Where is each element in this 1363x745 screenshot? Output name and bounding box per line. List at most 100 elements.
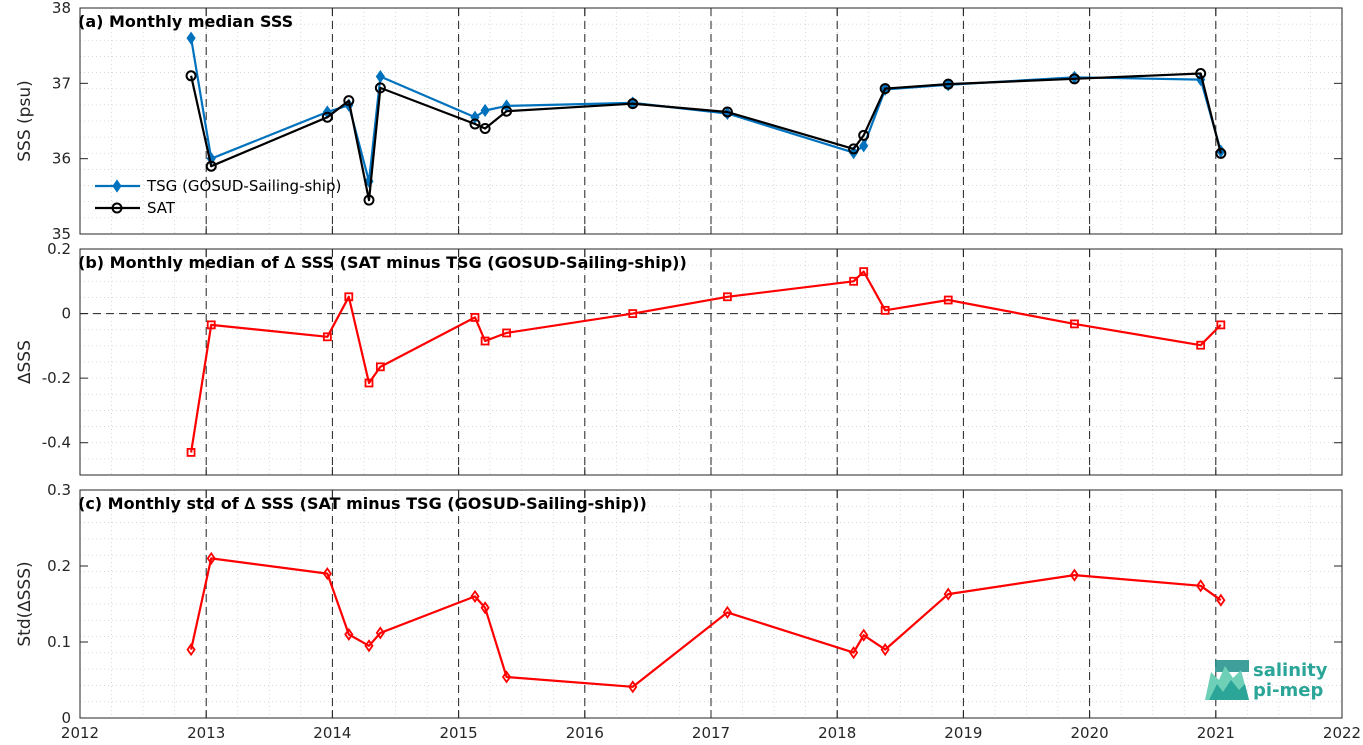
legend-label: TSG (GOSUD-Sailing-ship) <box>146 177 341 195</box>
data-point <box>849 646 859 660</box>
data-point <box>942 78 954 90</box>
data-point <box>628 680 638 694</box>
data-point <box>501 670 512 684</box>
logo-line1: salinity <box>1253 660 1328 681</box>
data-point <box>343 95 355 107</box>
series-line-delta <box>190 270 1222 453</box>
x-tick-label: 2016 <box>566 724 604 742</box>
data-point <box>375 626 385 640</box>
x-tick-label: 2020 <box>1071 724 1109 742</box>
data-point <box>943 587 953 601</box>
data-point <box>375 69 385 84</box>
data-point <box>480 336 490 346</box>
panel-title: (c) Monthly std of ∆ SSS (SAT minus TSG … <box>78 494 647 513</box>
data-point <box>880 643 890 657</box>
x-tick-label: 2018 <box>818 724 856 742</box>
data-point <box>859 139 869 153</box>
panel-c-std-delta-sss: 0 0.1 0.2 0.3 2012 2013 2014 2015 2016 2017 2018 20… <box>15 481 1361 742</box>
data-point <box>723 292 732 302</box>
data-point <box>363 194 375 206</box>
data-point <box>1216 320 1226 330</box>
data-point <box>879 83 891 95</box>
panel-a-monthly-median-sss: 35 36 37 38 SSS (psu) (a) Monthly median SSS T… <box>15 0 1343 243</box>
data-point <box>480 601 490 615</box>
y-tick-label: 0.1 <box>47 633 71 651</box>
data-point <box>627 98 639 110</box>
series-line-delta <box>190 557 1222 688</box>
data-point <box>374 82 386 94</box>
panel-b-median-delta-sss: -0.4 -0.2 0 0.2 ∆SSS (b) Monthly median of ∆ … <box>15 240 1343 476</box>
y-tick-label: 0.3 <box>47 481 71 499</box>
data-point <box>205 160 217 172</box>
y-axis-label: SSS (psu) <box>15 80 35 161</box>
data-point <box>322 567 332 581</box>
data-point <box>501 105 513 117</box>
y-tick-label: 0.2 <box>47 557 71 575</box>
y-axis-label: Std(∆SSS) <box>15 561 35 646</box>
data-point <box>502 328 511 338</box>
panel-title: (b) Monthly median of ∆ SSS (SAT minus T… <box>78 253 687 272</box>
data-point <box>1068 73 1080 85</box>
data-point <box>943 295 953 305</box>
y-tick-label: 38 <box>52 0 71 17</box>
data-point <box>1196 340 1206 350</box>
x-tick-label: 2012 <box>61 724 99 742</box>
series-line-sat <box>190 72 1222 202</box>
data-point <box>880 305 890 315</box>
data-point <box>469 118 481 130</box>
data-point <box>1069 568 1080 582</box>
y-tick-label: 35 <box>52 225 71 243</box>
data-point <box>364 378 374 388</box>
y-tick-label: 0 <box>61 709 71 727</box>
x-tick-label: 2013 <box>187 724 225 742</box>
data-point <box>480 103 490 118</box>
x-tick-label: 2019 <box>944 724 982 742</box>
salinity-pi-mep-logo: salinity pi-mep <box>1205 660 1328 701</box>
data-point <box>1196 579 1206 593</box>
logo-line2: pi-mep <box>1253 680 1323 701</box>
x-tick-label: 2021 <box>1197 724 1235 742</box>
x-tick-label: 2014 <box>313 724 351 742</box>
legend-label: SAT <box>147 199 176 217</box>
data-point <box>186 31 196 45</box>
data-point <box>1070 319 1079 329</box>
y-tick-label: -0.2 <box>42 369 71 387</box>
data-point <box>722 605 733 619</box>
panel-title: (a) Monthly median SSS <box>78 12 293 31</box>
data-point <box>628 309 638 318</box>
data-point <box>1195 68 1207 80</box>
x-tick-label: 2022 <box>1323 724 1361 742</box>
data-point <box>1216 593 1226 607</box>
x-tick-label: 2017 <box>692 724 730 742</box>
data-point <box>185 70 197 82</box>
legend-marker <box>111 202 123 214</box>
y-tick-label: 36 <box>52 150 71 168</box>
y-axis-label: ∆SSS <box>15 340 35 385</box>
data-point <box>470 313 480 322</box>
data-point <box>364 639 374 653</box>
x-tick-label: 2015 <box>440 724 478 742</box>
data-point <box>858 129 870 141</box>
y-tick-label: -0.4 <box>42 434 71 452</box>
data-point <box>206 551 216 565</box>
legend-marker <box>112 179 122 193</box>
data-point <box>1215 147 1227 159</box>
data-point <box>186 447 196 457</box>
data-point <box>206 320 216 330</box>
data-point <box>859 267 869 277</box>
data-point <box>186 643 196 657</box>
data-point <box>859 628 869 642</box>
data-point <box>721 106 733 118</box>
data-point <box>470 589 480 603</box>
y-tick-label: 0 <box>61 305 71 323</box>
data-point <box>321 111 333 123</box>
y-tick-label: 37 <box>52 74 71 92</box>
data-point <box>344 627 354 641</box>
data-point <box>375 362 385 372</box>
data-point <box>849 276 859 286</box>
data-point <box>322 332 332 342</box>
data-point <box>344 292 354 302</box>
data-point <box>479 123 491 135</box>
y-tick-label: 0.2 <box>47 240 71 258</box>
